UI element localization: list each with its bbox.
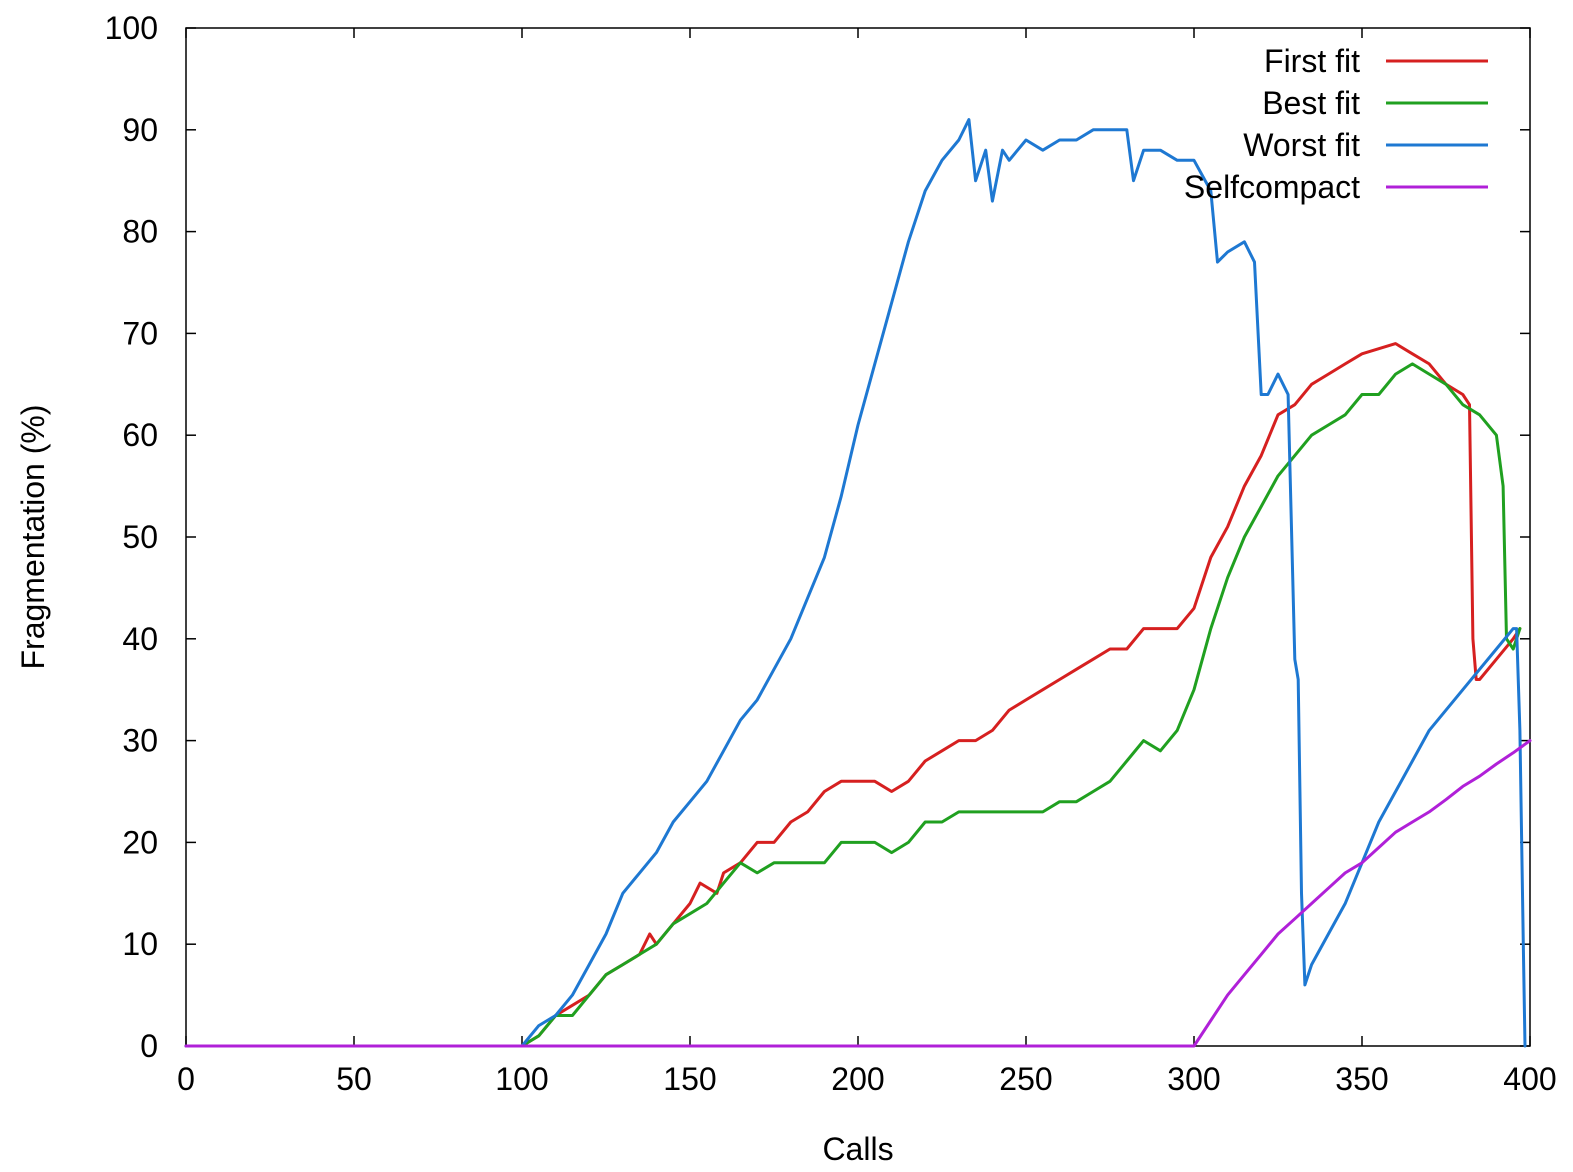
- y-tick-label: 50: [122, 519, 158, 555]
- x-tick-label: 200: [831, 1061, 884, 1097]
- x-tick-label: 50: [336, 1061, 372, 1097]
- y-tick-label: 0: [140, 1028, 158, 1064]
- y-tick-label: 70: [122, 315, 158, 351]
- y-tick-label: 40: [122, 621, 158, 657]
- legend-label: Best fit: [1262, 85, 1360, 121]
- legend-label: Worst fit: [1243, 127, 1360, 163]
- legend-label: Selfcompact: [1184, 169, 1360, 205]
- x-tick-label: 0: [177, 1061, 195, 1097]
- x-tick-label: 300: [1167, 1061, 1220, 1097]
- y-tick-label: 80: [122, 214, 158, 250]
- y-axis-label: Fragmentation (%): [15, 405, 51, 670]
- x-tick-label: 100: [495, 1061, 548, 1097]
- x-tick-label: 250: [999, 1061, 1052, 1097]
- y-tick-label: 10: [122, 926, 158, 962]
- y-tick-label: 30: [122, 723, 158, 759]
- x-tick-label: 400: [1503, 1061, 1556, 1097]
- y-tick-label: 60: [122, 417, 158, 453]
- legend: First fit Best fit Worst fit Selfcompact: [1184, 43, 1488, 205]
- legend-label: First fit: [1264, 43, 1360, 79]
- x-tick-label: 350: [1335, 1061, 1388, 1097]
- series-line-worst-fit: [184, 118, 1527, 1048]
- y-tick-label: 100: [105, 10, 158, 46]
- series-line-selfcompact: [184, 739, 1532, 1048]
- series-layer: [184, 118, 1532, 1048]
- series-line-best-fit: [184, 362, 1522, 1048]
- x-axis-label: Calls: [822, 1131, 893, 1167]
- y-tick-label: 20: [122, 824, 158, 860]
- x-tick-label: 150: [663, 1061, 716, 1097]
- y-tick-label: 90: [122, 112, 158, 148]
- tick-labels: 0 50 100 150 200 250 300 350 400 0 10 20 30 40 50 60 70 8…: [105, 10, 1557, 1097]
